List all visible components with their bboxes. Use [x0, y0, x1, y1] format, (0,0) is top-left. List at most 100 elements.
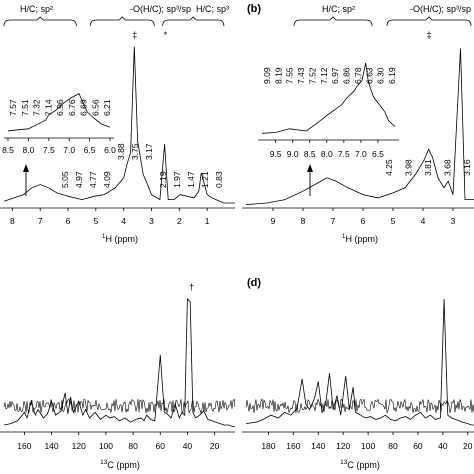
x-tick-label: 4	[421, 216, 426, 226]
inset-peak-label: 6.97	[330, 67, 340, 84]
peak-label: 0.83	[214, 171, 224, 188]
peak-label: 1.21	[200, 171, 210, 188]
spectrum-line-main	[3, 46, 235, 204]
inset-tick-label: 6.5	[372, 149, 384, 159]
x-tick-label: 100	[361, 441, 375, 451]
inset-tick-label: 7.5	[43, 145, 55, 155]
peak-label: 3.98	[404, 159, 414, 176]
inset-peak-label: 6.19	[387, 67, 397, 84]
inset-peak-label: 7.55	[285, 67, 295, 84]
peak-label: 4.09	[102, 171, 112, 188]
region-label: -O(H/C); sp³/sp	[410, 4, 471, 14]
panel-d: (d) 180 160 140 120 100 80 60 40 20 13C (ppm)	[242, 277, 474, 470]
panel-letter: (b)	[247, 3, 261, 15]
x-tick-label: 60	[413, 441, 423, 451]
peak-symbol: ‡	[132, 30, 137, 40]
inset-tick-label: 7.0	[63, 145, 75, 155]
x-tick-label: 6	[66, 216, 71, 226]
x-tick-label: 80	[128, 441, 138, 451]
x-tick-label: 100	[99, 441, 113, 451]
inset-peak-label: 7.43	[296, 67, 306, 84]
peak-label: 3.16	[462, 159, 472, 176]
inset-peak-label: 6.86	[342, 67, 352, 84]
peak-label: 5.05	[60, 171, 70, 188]
peak-label: 4.77	[88, 171, 98, 188]
peak-label: 3.75	[130, 143, 140, 160]
x-axis-label: 1H (ppm)	[102, 233, 138, 244]
inset-tick-label: 8.5	[304, 149, 316, 159]
peak-label: 1.47	[186, 171, 196, 188]
inset-peak-label: 7.32	[32, 99, 42, 116]
x-axis-label: 13C (ppm)	[100, 459, 140, 470]
x-tick-label: 3	[451, 216, 456, 226]
inset-tick-label: 8.0	[22, 145, 34, 155]
x-tick-label: 20	[463, 441, 473, 451]
x-tick-label: 9	[271, 216, 276, 226]
inset-peak-label: 6.30	[376, 67, 386, 84]
peak-symbol: †	[189, 282, 194, 292]
x-tick-label: 8	[10, 216, 15, 226]
peak-label: 1.97	[172, 171, 182, 188]
peak-label: 3.81	[423, 159, 433, 176]
region-label: H/C; sp²	[20, 4, 53, 14]
peak-label: 2.19	[158, 171, 168, 188]
baseline-noise	[245, 397, 474, 414]
x-tick-label: 5	[391, 216, 396, 226]
x-tick-label: 2	[177, 216, 182, 226]
region-label: H/C; sp²	[322, 4, 355, 14]
region-bracket	[89, 16, 155, 27]
peak-symbol: ‡	[426, 30, 431, 40]
inset-tick-label: 7.0	[355, 149, 367, 159]
inset-tick-label: 8.0	[321, 149, 333, 159]
x-tick-label: 4	[121, 216, 126, 226]
x-tick-label: 40	[438, 441, 448, 451]
inset-arrow-head	[23, 164, 29, 172]
x-tick-label: 180	[261, 441, 275, 451]
inset-peak-label: 7.14	[43, 99, 53, 116]
inset-tick-label: 6.5	[84, 145, 96, 155]
inset-peak-label: 8.19	[273, 67, 283, 84]
inset-peak-label: 7.57	[8, 99, 18, 116]
x-axis-label: 1H (ppm)	[342, 233, 378, 244]
x-tick-label: 7	[38, 216, 43, 226]
x-tick-label: 120	[72, 441, 86, 451]
panel-c: 160 140 120 100 80 60 40 20 13C (ppm) †	[0, 282, 236, 470]
x-tick-label: 120	[336, 441, 350, 451]
inset-peak-label: 7.12	[319, 67, 329, 84]
x-tick-label: 20	[210, 441, 220, 451]
x-axis-label: 13C (ppm)	[340, 459, 380, 470]
inset-peak-label: 6.63	[364, 67, 374, 84]
peak-label: 4.25	[384, 159, 394, 176]
inset-peak-label: 7.51	[20, 99, 30, 116]
region-bracket	[293, 16, 373, 27]
peak-label: 3.68	[443, 159, 453, 176]
peak-label: 3.17	[144, 143, 154, 160]
x-tick-label: 1	[205, 216, 210, 226]
spectrum-line-main	[245, 298, 474, 426]
spectrum-line-main	[245, 48, 474, 205]
peak-symbol: *	[164, 30, 168, 40]
x-tick-label: 3	[149, 216, 154, 226]
inset-peak-label: 6.69	[79, 99, 89, 116]
x-tick-label: 7	[331, 216, 336, 226]
x-tick-label: 60	[156, 441, 166, 451]
inset-peak-label: 6.78	[353, 67, 363, 84]
inset-peak-label: 7.52	[307, 67, 317, 84]
panel-b: (b) 9 8 7 6 5 4 3 1H (ppm) H/C; sp² -O(H/C); sp³/s…	[242, 3, 474, 244]
inset-spectrum-line	[7, 93, 111, 132]
inset-peak-label: 6.76	[67, 99, 77, 116]
x-tick-label: 80	[388, 441, 398, 451]
x-tick-label: 160	[286, 441, 300, 451]
inset-arrow-head	[307, 164, 313, 172]
inset-tick-label: 8.5	[2, 145, 14, 155]
x-tick-label: 140	[311, 441, 325, 451]
peak-label: 4.97	[74, 171, 84, 188]
region-label: -O(H/C); sp³/sp	[130, 4, 191, 14]
x-tick-label: 5	[93, 216, 98, 226]
inset-tick-label: 9.5	[270, 149, 282, 159]
inset-peak-label: 6.56	[90, 99, 100, 116]
x-tick-label: 8	[301, 216, 306, 226]
x-tick-label: 140	[44, 441, 58, 451]
inset-peak-label: 6.96	[55, 99, 65, 116]
